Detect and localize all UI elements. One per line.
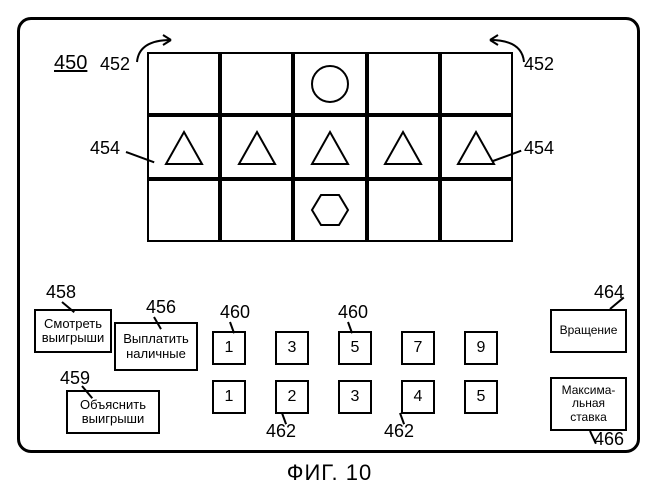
bet-select-row: 12345 [212, 380, 498, 414]
empty-cell [147, 52, 220, 115]
pay-cash-button[interactable]: Выплатить наличные [114, 322, 198, 371]
line-btn-9[interactable]: 9 [464, 331, 498, 365]
circle-symbol-cell [293, 52, 366, 115]
ref-460-a: 460 [220, 302, 250, 323]
bet-btn-5[interactable]: 5 [464, 380, 498, 414]
ref-452-right: 452 [524, 54, 554, 75]
ref-454-right: 454 [524, 138, 554, 159]
figure-number: 450 [54, 52, 87, 75]
max-bet-button[interactable]: Максима- льная ставка [550, 377, 627, 431]
bet-btn-2[interactable]: 2 [275, 380, 309, 414]
ref-452-left: 452 [100, 54, 130, 75]
page: 450 Смотреть выигрыши Выплатить наличные… [0, 0, 659, 500]
line-btn-7[interactable]: 7 [401, 331, 435, 365]
ref-462-b: 462 [384, 421, 414, 442]
ref-460-b: 460 [338, 302, 368, 323]
triangle-symbol-cell [220, 115, 293, 178]
empty-cell [147, 179, 220, 242]
triangle-symbol-cell [367, 115, 440, 178]
ref-456: 456 [146, 297, 176, 318]
line-btn-5[interactable]: 5 [338, 331, 372, 365]
line-btn-3[interactable]: 3 [275, 331, 309, 365]
ref-462-a: 462 [266, 421, 296, 442]
figure-caption: ФИГ. 10 [0, 460, 659, 486]
hexagon-symbol-cell [293, 179, 366, 242]
empty-cell [367, 179, 440, 242]
triangle-symbol-cell [293, 115, 366, 178]
spin-button[interactable]: Вращение [550, 309, 627, 353]
ref-466: 466 [594, 429, 624, 450]
line-btn-1[interactable]: 1 [212, 331, 246, 365]
empty-cell [367, 52, 440, 115]
empty-cell [220, 179, 293, 242]
view-wins-button[interactable]: Смотреть выигрыши [34, 309, 112, 353]
ref-459: 459 [60, 368, 90, 389]
bet-btn-1[interactable]: 1 [212, 380, 246, 414]
triangle-symbol-cell [440, 115, 513, 178]
empty-cell [220, 52, 293, 115]
empty-cell [440, 179, 513, 242]
explain-wins-button[interactable]: Объяснить выигрыши [66, 390, 160, 434]
bet-btn-4[interactable]: 4 [401, 380, 435, 414]
bet-btn-3[interactable]: 3 [338, 380, 372, 414]
ref-454-left: 454 [90, 138, 120, 159]
ref-458: 458 [46, 282, 76, 303]
empty-cell [440, 52, 513, 115]
line-select-row: 13579 [212, 331, 498, 365]
device-panel: 450 Смотреть выигрыши Выплатить наличные… [17, 17, 640, 453]
reel-grid [147, 52, 513, 242]
triangle-symbol-cell [147, 115, 220, 178]
